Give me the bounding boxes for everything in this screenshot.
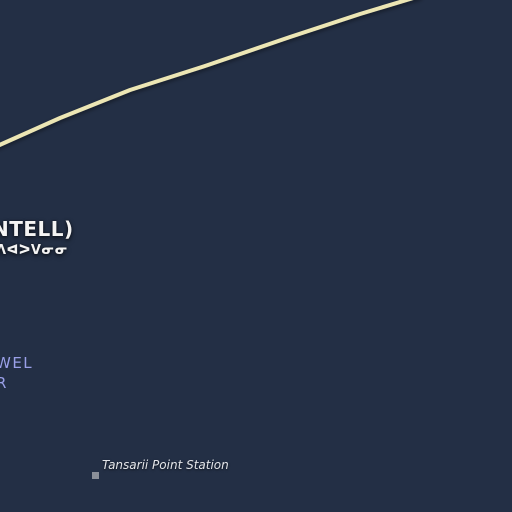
poi-label[interactable]: Tansarii Point Station [102, 458, 229, 472]
region-label-native[interactable]: ᐱᐊᐳᐯᓂᓂ [0, 243, 69, 258]
road-path [0, 0, 414, 147]
water-label-line-2[interactable]: R [0, 374, 8, 392]
region-label[interactable]: NTELL) [0, 217, 74, 241]
station-square-icon[interactable] [92, 472, 99, 479]
water-label-line-1[interactable]: WEL [0, 354, 34, 372]
